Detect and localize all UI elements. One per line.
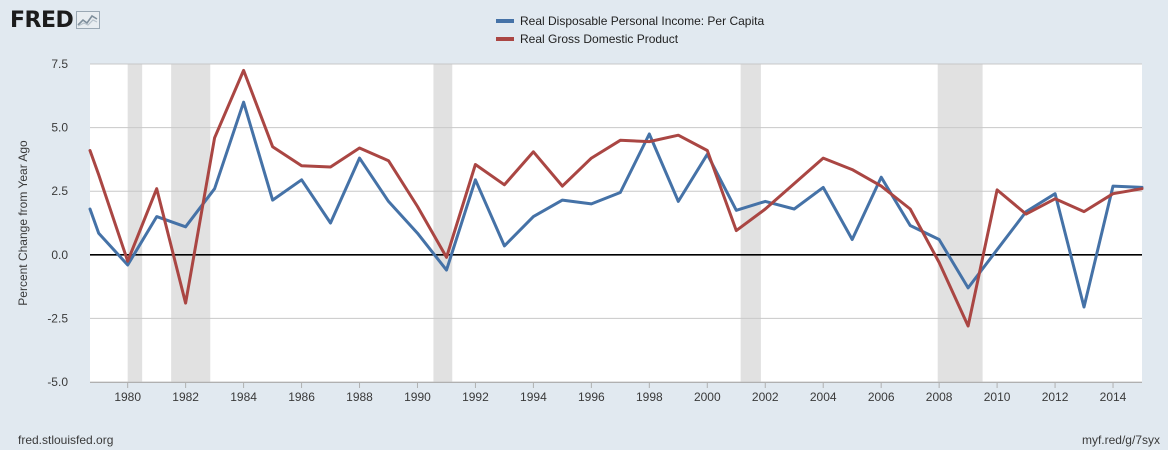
x-tick-label: 2012 bbox=[1042, 390, 1069, 404]
logo-text: FRED bbox=[10, 7, 74, 33]
series-line-1 bbox=[88, 68, 1144, 328]
x-tick-label: 1996 bbox=[578, 390, 605, 404]
x-tick-label: 1992 bbox=[462, 390, 489, 404]
recession-band-0 bbox=[127, 64, 143, 382]
recession-band-2 bbox=[433, 64, 453, 382]
x-tick-label: 2000 bbox=[694, 390, 721, 404]
x-tick-label: 2006 bbox=[868, 390, 895, 404]
trend-chart-icon bbox=[76, 11, 101, 29]
recession-band-4 bbox=[937, 64, 983, 382]
series-line-0 bbox=[88, 100, 1144, 309]
fred-logo[interactable]: FRED bbox=[10, 6, 101, 34]
x-tick-label: 1998 bbox=[636, 390, 663, 404]
legend-swatch-income bbox=[496, 19, 514, 23]
x-tick-label: 1984 bbox=[230, 390, 257, 404]
y-tick-label: -5.0 bbox=[47, 375, 68, 389]
legend-swatch-gdp bbox=[496, 37, 514, 41]
y-tick-label: 5.0 bbox=[51, 121, 68, 135]
short-link[interactable]: myf.red/g/7syx bbox=[1081, 433, 1160, 447]
x-tick-label: 1994 bbox=[520, 390, 547, 404]
x-tick-label: 2004 bbox=[810, 390, 837, 404]
legend-item-gdp[interactable]: Real Gross Domestic Product bbox=[496, 30, 764, 48]
y-tick-label: 2.5 bbox=[51, 184, 68, 198]
y-axis-label: Percent Change from Year Ago bbox=[16, 140, 30, 306]
legend-label-gdp: Real Gross Domestic Product bbox=[520, 32, 679, 46]
recession-band-3 bbox=[740, 64, 761, 382]
y-tick-label: 0.0 bbox=[51, 248, 68, 262]
legend: Real Disposable Personal Income: Per Cap… bbox=[496, 12, 764, 48]
x-tick-label: 2014 bbox=[1100, 390, 1127, 404]
source-url[interactable]: fred.stlouisfed.org bbox=[18, 433, 114, 447]
x-tick-label: 2002 bbox=[752, 390, 779, 404]
y-tick-label: -2.5 bbox=[47, 311, 68, 325]
x-tick-label: 2008 bbox=[926, 390, 953, 404]
legend-label-income: Real Disposable Personal Income: Per Cap… bbox=[520, 14, 765, 28]
y-tick-label: 7.5 bbox=[51, 57, 68, 71]
x-tick-label: 1980 bbox=[114, 390, 141, 404]
x-tick-label: 2010 bbox=[984, 390, 1011, 404]
x-tick-label: 1982 bbox=[172, 390, 199, 404]
x-tick-label: 1988 bbox=[346, 390, 373, 404]
legend-item-income[interactable]: Real Disposable Personal Income: Per Cap… bbox=[496, 12, 764, 30]
x-tick-label: 1990 bbox=[404, 390, 431, 404]
x-tick-label: 1986 bbox=[288, 390, 315, 404]
